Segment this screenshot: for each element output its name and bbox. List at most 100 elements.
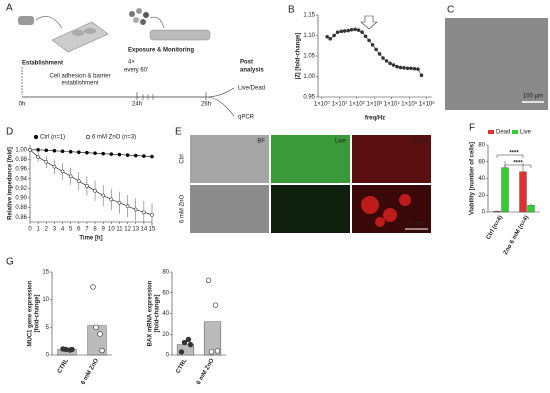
data-point — [99, 347, 105, 354]
data-point — [391, 63, 396, 67]
data-point — [205, 277, 212, 283]
step-note: every 60' — [124, 68, 148, 74]
series-line — [29, 149, 153, 216]
data-point — [101, 193, 106, 198]
particle-icon — [140, 19, 146, 25]
x-tick-label: 1×10⁵ — [401, 101, 418, 108]
data-point — [335, 30, 340, 35]
data-point — [178, 349, 185, 355]
data-point — [328, 36, 333, 41]
x-tick-label: 3 — [53, 227, 57, 233]
data-point — [133, 207, 138, 212]
x-tick-label: 10 — [108, 227, 115, 233]
x-tick-label: 1×10⁴ — [384, 101, 401, 108]
y-tick-label: 40 — [162, 311, 169, 317]
data-point — [117, 152, 122, 157]
particle-icon — [133, 17, 139, 23]
data-point — [101, 151, 106, 156]
data-point — [395, 64, 399, 69]
y-tick-label: 10 — [42, 297, 49, 303]
insert-icon — [51, 21, 109, 53]
x-tick-label: 1×10⁰ — [314, 101, 331, 108]
x-tick-label: 7 — [85, 227, 89, 233]
y-tick-label: 0.95 — [303, 95, 315, 101]
data-point — [97, 331, 103, 337]
x-tick-label: 6 mM ZnO — [80, 358, 100, 386]
step-label: analysis — [240, 68, 264, 74]
data-point — [109, 152, 114, 156]
data-point — [384, 59, 389, 63]
data-point — [332, 33, 336, 38]
data-point — [36, 155, 40, 159]
arrow — [35, 16, 63, 29]
particle-icon — [129, 11, 135, 17]
bar — [519, 171, 527, 213]
micrograph — [271, 185, 350, 233]
analysis-label: Live/Dead — [238, 86, 265, 92]
x-axis-label: Time [h] — [79, 236, 102, 242]
row-label: 6 mM ZnO — [180, 195, 186, 224]
cell-icon — [72, 30, 84, 36]
y-tick-label: 1.00 — [15, 147, 27, 153]
step-label: Establishment — [22, 61, 63, 67]
data-point — [342, 29, 347, 33]
y-tick-label: 0.90 — [15, 196, 27, 202]
x-tick-label: 6 mM ZnO — [196, 358, 216, 386]
data-point — [133, 153, 138, 158]
data-point — [402, 66, 406, 70]
y-tick-label: 1.10 — [303, 33, 315, 39]
data-point — [93, 151, 97, 156]
data-point — [181, 339, 188, 346]
time-label: 26h — [201, 102, 211, 108]
data-point — [388, 61, 392, 66]
data-point — [85, 150, 89, 155]
stain-spot — [399, 194, 411, 206]
data-point — [63, 346, 69, 353]
legend-label: Ctrl (n=1) — [40, 135, 65, 141]
column-label: Live — [335, 139, 347, 145]
cell-icon — [18, 16, 34, 25]
data-point — [339, 29, 344, 34]
data-point — [187, 341, 194, 348]
stain-spot — [375, 217, 385, 227]
panel-label: A — [6, 3, 13, 14]
y-axis-label: Relative impedance [fold] — [8, 147, 14, 220]
y-axis-label: Viability [number of cells] — [470, 142, 476, 215]
x-tick-label: 4 — [61, 227, 65, 233]
data-point — [36, 147, 40, 152]
panel-label: E — [175, 127, 182, 138]
y-tick-label: 20 — [162, 332, 169, 338]
step-note: 4× — [128, 60, 135, 66]
y-tick-label: 0.98 — [15, 157, 27, 163]
micrograph — [190, 135, 269, 183]
y-tick-label: 0.86 — [15, 215, 27, 221]
micrograph — [271, 135, 350, 183]
arrow — [205, 87, 235, 117]
data-point — [356, 28, 361, 33]
legend-label: Dead — [496, 130, 510, 136]
x-tick-label: Zno 6 mM (n=4) — [503, 215, 530, 256]
data-point — [117, 200, 122, 205]
time-label: 24h — [132, 102, 142, 108]
x-tick-label: 9 — [102, 227, 106, 233]
data-point — [381, 56, 385, 60]
data-point — [412, 66, 417, 71]
y-tick-label: 0 — [46, 353, 50, 359]
step-label: Post — [240, 60, 253, 66]
data-point — [409, 66, 413, 71]
x-tick-label: CTRL — [175, 358, 188, 375]
bar — [527, 205, 535, 213]
x-tick-label: 2 — [45, 227, 49, 233]
data-point — [93, 188, 97, 193]
data-point — [360, 30, 364, 35]
data-point — [353, 27, 357, 32]
x-tick-label: 13 — [132, 227, 139, 233]
bar — [501, 167, 509, 213]
insert-icon — [149, 29, 211, 41]
data-point — [60, 169, 65, 174]
schematic — [18, 8, 548, 117]
step-note: Cell adhesion & barrier — [49, 74, 110, 80]
column-label: BF — [257, 139, 265, 145]
data-point — [398, 65, 403, 70]
